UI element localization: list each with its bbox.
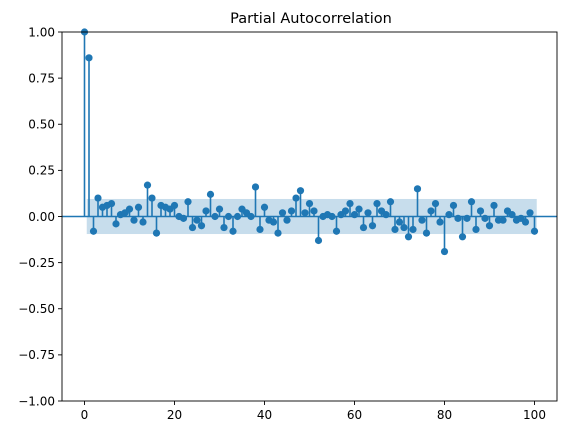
marker-lag-63 — [364, 209, 372, 217]
marker-lag-72 — [404, 233, 413, 241]
marker-lag-44 — [278, 209, 287, 217]
x-tick-label: 40 — [257, 408, 272, 422]
chart-title: Partial Autocorrelation — [230, 11, 392, 27]
marker-lag-69 — [391, 225, 399, 234]
marker-lag-40 — [260, 203, 269, 211]
y-tick-label: 0.00 — [28, 210, 55, 224]
marker-lag-22 — [179, 214, 188, 222]
marker-lag-47 — [292, 194, 300, 202]
marker-lag-68 — [386, 198, 395, 206]
marker-lag-76 — [422, 229, 431, 237]
y-tick-label: 1.00 — [28, 25, 55, 39]
marker-lag-67 — [382, 211, 390, 219]
marker-lag-24 — [188, 223, 197, 232]
marker-lag-28 — [206, 190, 215, 198]
y-tick-label: −0.25 — [18, 256, 55, 270]
y-tick-label: −0.50 — [18, 302, 55, 316]
marker-lag-70 — [395, 218, 404, 226]
marker-lag-61 — [355, 205, 363, 213]
marker-lag-23 — [184, 198, 192, 206]
marker-lag-84 — [458, 233, 467, 241]
marker-lag-48 — [296, 187, 305, 195]
y-tick-label: 0.75 — [28, 71, 55, 85]
marker-lag-89 — [481, 214, 489, 222]
y-tick-label: −1.00 — [18, 394, 55, 408]
marker-lag-7 — [112, 220, 120, 228]
marker-lag-26 — [197, 222, 206, 230]
marker-lag-45 — [283, 216, 291, 224]
marker-lag-95 — [508, 211, 516, 219]
marker-lag-55 — [328, 212, 336, 221]
y-tick-label: 0.25 — [28, 164, 55, 178]
marker-lag-59 — [346, 199, 354, 208]
marker-lag-51 — [310, 207, 318, 215]
marker-lag-13 — [139, 218, 147, 226]
marker-lag-25 — [193, 216, 201, 224]
marker-lag-2 — [89, 227, 98, 235]
marker-lag-3 — [94, 194, 102, 202]
marker-lag-98 — [521, 218, 530, 226]
marker-lag-14 — [143, 181, 152, 189]
marker-lag-37 — [247, 212, 255, 221]
marker-lag-80 — [440, 247, 449, 256]
marker-lag-82 — [449, 201, 458, 210]
marker-lag-78 — [431, 199, 440, 208]
marker-lag-64 — [368, 222, 377, 230]
marker-lag-93 — [499, 216, 507, 224]
marker-lag-52 — [314, 236, 323, 245]
marker-lag-79 — [436, 218, 444, 226]
marker-lag-46 — [287, 207, 296, 215]
marker-lag-39 — [256, 225, 264, 234]
marker-lag-77 — [427, 207, 435, 215]
marker-lag-88 — [476, 207, 485, 215]
marker-lag-16 — [152, 229, 161, 237]
x-tick-label: 100 — [523, 408, 546, 422]
marker-lag-30 — [215, 205, 224, 213]
marker-lag-73 — [409, 225, 417, 234]
marker-lag-83 — [454, 214, 462, 222]
marker-lag-87 — [472, 225, 480, 234]
marker-lag-32 — [224, 212, 233, 221]
x-tick-label: 80 — [437, 408, 452, 422]
marker-lag-74 — [413, 185, 422, 193]
marker-lag-31 — [220, 223, 228, 232]
marker-lag-71 — [400, 223, 408, 232]
marker-lag-62 — [359, 223, 368, 232]
marker-lag-10 — [125, 205, 134, 213]
marker-lag-90 — [485, 222, 494, 230]
marker-lag-99 — [526, 209, 534, 217]
marker-lag-60 — [350, 211, 359, 219]
marker-lag-86 — [467, 198, 476, 206]
marker-lag-58 — [341, 207, 350, 215]
marker-lag-91 — [490, 201, 498, 210]
marker-lag-50 — [305, 199, 314, 208]
marker-lag-75 — [418, 216, 426, 224]
marker-lag-85 — [463, 214, 471, 222]
marker-lag-33 — [229, 227, 237, 235]
marker-lag-42 — [269, 218, 278, 226]
x-tick-label: 60 — [347, 408, 362, 422]
marker-lag-12 — [134, 203, 143, 211]
marker-lag-20 — [170, 201, 179, 210]
marker-lag-65 — [373, 199, 381, 208]
y-tick-label: 0.50 — [28, 118, 55, 132]
marker-lag-11 — [130, 216, 138, 224]
marker-lag-81 — [445, 211, 453, 219]
y-tick-label: −0.75 — [18, 348, 55, 362]
marker-lag-38 — [251, 183, 260, 191]
x-tick-label: 0 — [81, 408, 89, 422]
marker-lag-27 — [202, 207, 210, 215]
marker-lag-43 — [274, 229, 282, 237]
x-tick-label: 20 — [167, 408, 182, 422]
marker-lag-1 — [85, 54, 93, 62]
marker-lag-100 — [530, 227, 539, 235]
marker-lag-49 — [301, 209, 309, 217]
marker-lag-29 — [211, 212, 219, 221]
marker-lag-6 — [107, 199, 116, 208]
marker-lag-56 — [332, 227, 341, 235]
marker-lag-15 — [148, 194, 156, 202]
marker-lag-34 — [233, 212, 242, 221]
